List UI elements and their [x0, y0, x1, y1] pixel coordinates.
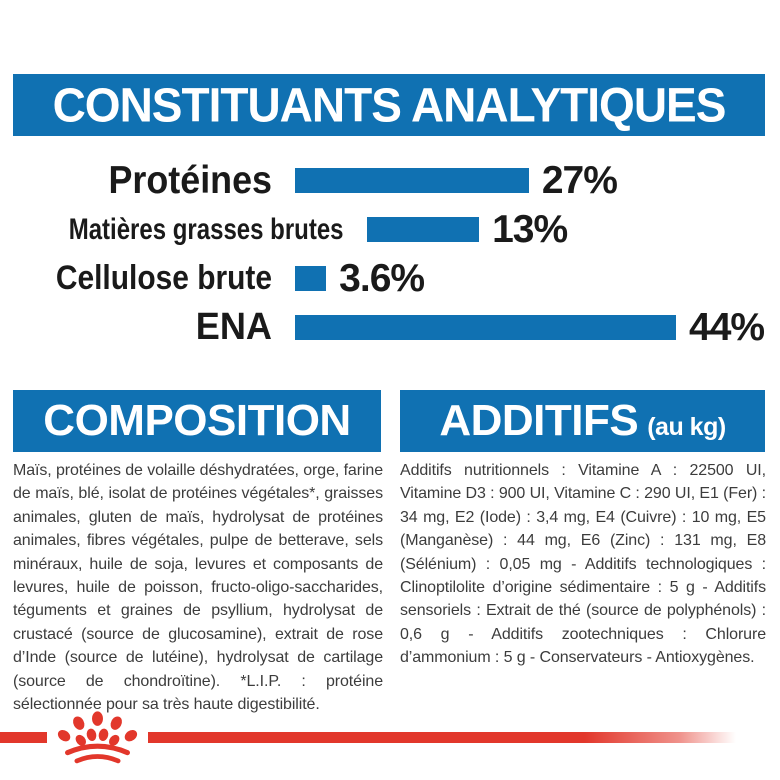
- chart-bar: [295, 315, 677, 340]
- analytical-constituents-banner: CONSTITUANTS ANALYTIQUES: [13, 74, 765, 136]
- brand-strip-right: [148, 732, 780, 743]
- chart-bar: [295, 266, 327, 291]
- composition-banner: COMPOSITION: [13, 390, 381, 452]
- chart-value-label: 13%: [492, 207, 568, 251]
- additifs-subtitle: (au kg): [647, 413, 726, 441]
- chart-bar: [366, 217, 480, 242]
- composition-text: Maïs, protéines de volaille déshydratées…: [13, 462, 383, 714]
- chart-value-label: 44%: [689, 305, 765, 349]
- chart-row: Matières grasses brutes 13%: [0, 205, 780, 254]
- chart-category-label: Cellulose brute: [55, 259, 273, 297]
- chart-value-label: 3.6%: [339, 256, 425, 300]
- chart-category-label: Protéines: [108, 158, 272, 202]
- additifs-text: Additifs nutritionnels : Vitamine A : 22…: [400, 462, 766, 667]
- chart-category-label: ENA: [195, 306, 272, 348]
- chart-category-label: Matières grasses brutes: [68, 212, 344, 246]
- chart-bar: [295, 168, 529, 193]
- chart-row: ENA 44%: [0, 303, 780, 352]
- additifs-title: ADDITIFS: [439, 396, 639, 445]
- additifs-banner: ADDITIFS (au kg): [400, 390, 765, 452]
- royal-canin-crown-logo-icon: [57, 711, 138, 764]
- analytical-constituents-title: CONSTITUANTS ANALYTIQUES: [52, 77, 727, 133]
- composition-title: COMPOSITION: [43, 396, 351, 445]
- chart-row: Cellulose brute 3.6%: [0, 254, 780, 303]
- additifs-title-group: ADDITIFS (au kg): [439, 396, 726, 446]
- brand-strip-left: [0, 732, 47, 743]
- analytical-constituents-chart: Protéines 27% Matières grasses brutes 13% Ce…: [0, 156, 780, 352]
- chart-row: Protéines 27%: [0, 156, 780, 205]
- chart-value-label: 27%: [541, 158, 618, 202]
